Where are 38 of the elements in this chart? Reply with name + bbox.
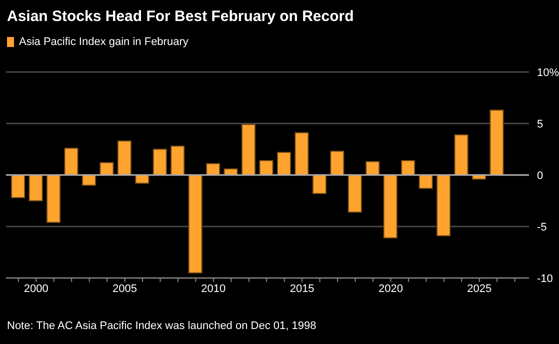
y-tick-label: 5 [537,118,544,130]
x-tick-label: 2010 [201,282,226,295]
bar [294,132,309,176]
bar [152,148,167,176]
bar [11,174,26,198]
y-tick-label: -10 [537,272,553,285]
bar [28,174,43,202]
bar [330,150,344,176]
x-tick-label: 2020 [378,282,403,295]
x-tick-label: 2025 [467,282,492,295]
legend-label: Asia Pacific Index gain in February [18,36,188,48]
bar [418,174,433,189]
x-tick-label: 2000 [24,282,48,295]
bar [100,162,114,176]
bar [206,163,220,176]
bar [170,146,185,176]
bar [312,174,326,194]
x-tick-label: 2005 [112,282,138,295]
bar [490,110,504,176]
y-tick-label: -5 [537,221,547,234]
bar [259,160,274,176]
bar [188,174,202,274]
chart-title: Asian Stocks Head For Best February on Record [7,8,354,25]
bar [276,152,291,176]
bar [46,174,61,223]
bar [436,174,451,236]
y-tick-label: 10% [537,66,559,79]
x-tick-label: 2015 [290,282,314,295]
bar [383,174,398,238]
bar [117,140,132,176]
bar [348,174,362,213]
bar [454,134,468,176]
text: Note: The AC Asia Pacific Index was launched on Dec 01, 1998 [7,320,316,332]
bar [401,160,416,176]
y-tick-label: 0 [537,170,544,182]
bar [366,161,380,176]
bar [242,124,256,176]
bar [64,148,78,176]
